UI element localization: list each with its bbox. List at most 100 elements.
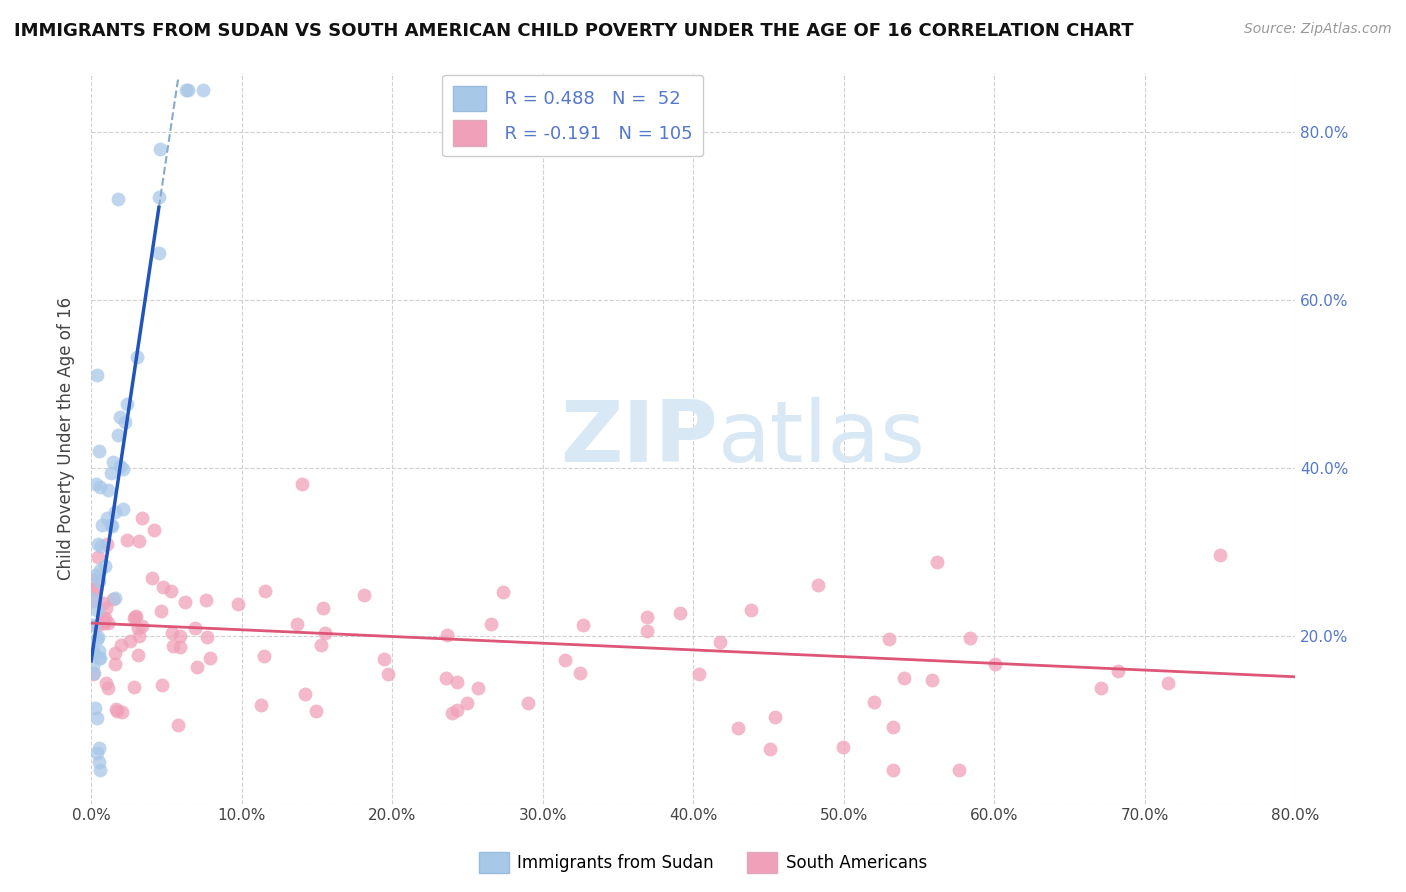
Point — [83, 594, 105, 608]
Point — [115, 533, 138, 548]
Point — [434, 671, 457, 685]
Point — [636, 624, 658, 638]
Point — [84, 477, 107, 491]
Point — [96, 537, 118, 551]
Point — [436, 628, 458, 642]
Point — [226, 597, 249, 611]
Point — [128, 534, 150, 549]
Point — [93, 615, 115, 629]
Legend:   R = 0.488   N =  52,   R = -0.191   N = 105: R = 0.488 N = 52, R = -0.191 N = 105 — [443, 75, 703, 156]
Point — [100, 517, 122, 532]
Point — [517, 696, 540, 710]
Point — [84, 567, 107, 582]
Point — [91, 596, 114, 610]
Point — [89, 563, 111, 577]
Point — [456, 696, 478, 710]
Point — [832, 739, 855, 754]
Point — [177, 83, 200, 97]
Point — [467, 681, 489, 695]
Point — [166, 718, 188, 732]
Legend: Immigrants from Sudan, South Americans: Immigrants from Sudan, South Americans — [472, 846, 934, 880]
Point — [984, 657, 1007, 671]
Point — [149, 142, 172, 156]
Text: IMMIGRANTS FROM SUDAN VS SOUTH AMERICAN CHILD POVERTY UNDER THE AGE OF 16 CORREL: IMMIGRANTS FROM SUDAN VS SOUTH AMERICAN … — [14, 22, 1133, 40]
Point — [94, 601, 117, 615]
Point — [160, 584, 183, 599]
Text: atlas: atlas — [717, 397, 925, 480]
Point — [91, 518, 114, 533]
Point — [87, 537, 110, 551]
Point — [97, 483, 120, 498]
Point — [107, 428, 129, 442]
Point — [441, 706, 464, 720]
Point — [669, 606, 692, 620]
Point — [377, 667, 399, 681]
Point — [759, 742, 782, 756]
Point — [877, 632, 900, 646]
Point — [882, 720, 904, 734]
Point — [110, 638, 132, 652]
Point — [294, 687, 316, 701]
Point — [120, 634, 142, 648]
Point — [97, 681, 120, 695]
Y-axis label: Child Poverty Under the Age of 16: Child Poverty Under the Age of 16 — [58, 297, 75, 580]
Point — [162, 639, 184, 653]
Point — [128, 629, 150, 643]
Point — [107, 192, 129, 206]
Point — [959, 631, 981, 645]
Point — [143, 523, 166, 537]
Point — [150, 678, 173, 692]
Point — [84, 582, 107, 596]
Point — [90, 539, 112, 553]
Point — [125, 608, 148, 623]
Point — [186, 660, 208, 674]
Point — [124, 681, 146, 695]
Point — [87, 630, 110, 644]
Point — [152, 580, 174, 594]
Point — [87, 755, 110, 769]
Point — [82, 572, 104, 586]
Point — [194, 592, 217, 607]
Point — [86, 619, 108, 633]
Point — [127, 350, 149, 364]
Point — [87, 549, 110, 564]
Point — [122, 611, 145, 625]
Point — [191, 83, 214, 97]
Point — [446, 702, 468, 716]
Point — [882, 763, 904, 777]
Point — [727, 721, 749, 735]
Point — [305, 704, 328, 718]
Point — [86, 632, 108, 647]
Point — [636, 610, 658, 624]
Point — [111, 462, 134, 476]
Point — [353, 588, 375, 602]
Point — [1209, 548, 1232, 562]
Point — [105, 704, 128, 718]
Point — [141, 571, 163, 585]
Point — [893, 671, 915, 685]
Point — [131, 510, 153, 524]
Point — [291, 477, 314, 491]
Point — [89, 574, 111, 588]
Point — [709, 634, 731, 648]
Point — [86, 603, 108, 617]
Point — [94, 676, 117, 690]
Point — [101, 518, 124, 533]
Point — [83, 618, 105, 632]
Point — [101, 455, 124, 469]
Point — [94, 611, 117, 625]
Point — [82, 591, 104, 606]
Point — [104, 657, 127, 671]
Point — [309, 638, 332, 652]
Point — [250, 698, 273, 713]
Point — [86, 711, 108, 725]
Point — [688, 667, 710, 681]
Point — [82, 667, 104, 681]
Point — [174, 595, 197, 609]
Point — [148, 246, 170, 260]
Point — [169, 629, 191, 643]
Point — [492, 585, 515, 599]
Point — [174, 83, 197, 97]
Point — [148, 190, 170, 204]
Point — [127, 648, 149, 663]
